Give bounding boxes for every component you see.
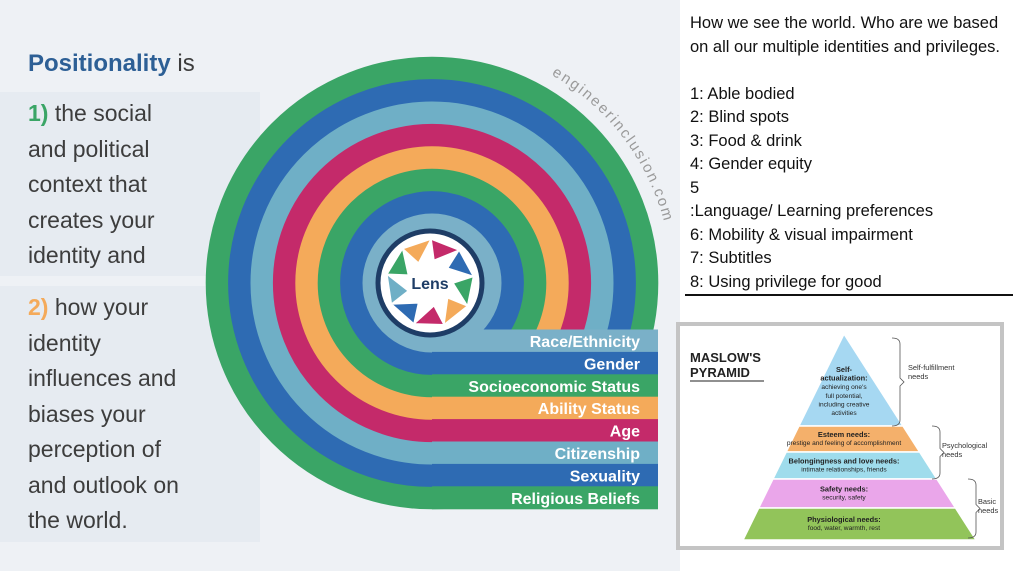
notes-item: 7: Subtitles xyxy=(690,249,772,267)
group-label: needs xyxy=(908,372,928,381)
definition-point-2: 2) how your identity influences and bias… xyxy=(28,290,179,539)
pyramid-level-text: full potential, xyxy=(825,393,862,400)
notes-item: 4: Gender equity xyxy=(690,155,812,173)
pyramid-level-text: Esteem needs: xyxy=(818,430,870,439)
heading-rest: is xyxy=(170,50,195,77)
point-2-number: 2) xyxy=(28,294,49,320)
group-bracket xyxy=(931,425,945,480)
pyramid-level-text: including creative xyxy=(819,401,870,408)
notes-item: :Language/ Learning preferences xyxy=(690,202,934,220)
lens-label: Lens xyxy=(411,276,448,293)
pyramid-level-text: activities xyxy=(831,410,857,417)
pyramid-level-text: Belongingness and love needs: xyxy=(789,456,900,465)
pyramid-level xyxy=(741,507,978,541)
notes-list: 1: Able bodied 2: Blind spots 3: Food & dr… xyxy=(690,83,1015,295)
notes-item: 6: Mobility & visual impairment xyxy=(690,225,913,244)
heading-word: Positionality xyxy=(28,50,171,77)
notes-item: 3: Food & drink xyxy=(690,131,802,150)
pyramid-level-text: prestige and feeling of accomplishment xyxy=(787,440,902,447)
notes-item: 5 xyxy=(690,178,700,197)
ring-tail xyxy=(432,329,658,353)
ring-label: Gender xyxy=(584,356,640,373)
ring-label: Citizenship xyxy=(555,446,641,463)
maslow-title: PYRAMID xyxy=(690,365,750,380)
point-2-text: how your identity influences and biases … xyxy=(28,294,179,533)
left-panel: Positionality is 1) the social and polit… xyxy=(0,0,680,571)
point-1-number: 1) xyxy=(28,100,49,126)
pyramid-level-text: Physiological needs: xyxy=(807,515,881,524)
identity-rings-diagram: Race/Ethnicity Gender Socioeconomic Status… xyxy=(205,56,675,510)
pyramid-level-text: actualization: xyxy=(820,374,867,383)
group-label: Psychological xyxy=(942,441,988,450)
ring-label: Religious Beliefs xyxy=(511,491,640,508)
ring-label: Age xyxy=(610,424,640,441)
ring-tail xyxy=(432,441,658,465)
ring-label: Ability Status xyxy=(538,401,640,418)
ring-tail xyxy=(432,374,658,398)
group-label: Self-fulfillment xyxy=(908,363,954,372)
pyramid-level-text: Safety needs: xyxy=(820,484,868,493)
pyramid-level-text: food, water, warmth, rest xyxy=(808,525,880,532)
ring-tail xyxy=(432,351,658,375)
notes-divider xyxy=(685,294,1013,296)
maslow-title: MASLOW'S xyxy=(690,350,761,365)
ring-label: Race/Ethnicity xyxy=(530,334,640,351)
point-1-text: the social and political context that cr… xyxy=(28,100,155,268)
pyramid-level-text: Self- xyxy=(836,365,853,374)
ring-label: Socioeconomic Status xyxy=(468,379,640,396)
ring-tail xyxy=(432,486,658,510)
ring-tail xyxy=(432,396,658,420)
positionality-heading: Positionality is xyxy=(28,50,195,78)
notes-item: 2: Blind spots xyxy=(690,108,790,126)
aperture-icon xyxy=(385,237,476,327)
definition-point-1: 1) the social and political context that… xyxy=(28,96,155,274)
ring-label: Sexuality xyxy=(570,468,640,485)
notes-item: 1: Able bodied xyxy=(690,84,795,103)
group-bracket xyxy=(967,478,981,539)
pyramid-level-text: security, safety xyxy=(822,495,866,502)
group-label: needs xyxy=(942,450,962,459)
notes-intro: How we see the world. Who are we based o… xyxy=(690,14,1001,56)
group-label: needs xyxy=(978,506,998,515)
maslow-pyramid-image: MASLOW'S PYRAMID Self-actualization: achiev… xyxy=(676,322,1004,550)
pyramid-level-text: intimate relationships, friends xyxy=(801,467,887,474)
group-bracket xyxy=(891,337,905,427)
pyramid-level-text: achieving one's xyxy=(821,384,867,391)
ring-tail xyxy=(432,463,658,487)
ring-tail xyxy=(432,419,658,443)
group-label: Basic xyxy=(978,497,996,506)
notes-panel: How we see the world. Who are we based o… xyxy=(690,12,1015,294)
notes-item: 8: Using privilege for good xyxy=(690,272,882,291)
